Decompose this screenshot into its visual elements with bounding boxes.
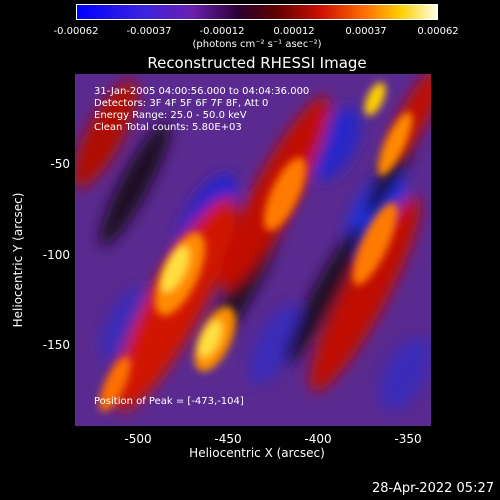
rhessi-image [75, 74, 431, 426]
colorbar-tick-label: 0.00062 [417, 26, 459, 37]
colorbar-tick-label: -0.00062 [53, 26, 99, 37]
colorbar-tick-label: -0.00037 [126, 26, 172, 37]
colorbar-tick-label: 0.00037 [345, 26, 387, 37]
image-title: Reconstructed RHESSI Image [147, 54, 367, 72]
colorbar-unit: (photons cm⁻² s⁻¹ asec⁻²) [192, 39, 322, 50]
y-tick-label: -150 [42, 338, 70, 352]
x-tick-label: -500 [124, 432, 152, 446]
colorbar-tick-label: -0.00012 [199, 26, 245, 37]
colorbar [76, 4, 438, 20]
peak-position-annotation: Position of Peak = [-473,-104] [94, 396, 244, 407]
colorbar-tick-label: 0.00012 [273, 26, 315, 37]
energy-range-annotation: Energy Range: 25.0 - 50.0 keV [94, 110, 247, 121]
x-tick-label: -450 [214, 432, 242, 446]
y-tick-label: -50 [50, 157, 70, 171]
x-axis-label: Heliocentric X (arcsec) [189, 446, 325, 460]
x-tick-label: -350 [394, 432, 422, 446]
generation-date: 28-Apr-2022 05:27 [372, 481, 494, 496]
detectors-annotation: Detectors: 3F 4F 5F 6F 7F 8F, Att 0 [94, 98, 269, 109]
clean-counts-annotation: Clean Total counts: 5.80E+03 [94, 122, 242, 133]
time-range-annotation: 31-Jan-2005 04:00:56.000 to 04:04:36.000 [94, 86, 310, 97]
y-tick-label: -100 [42, 248, 70, 262]
x-tick-label: -400 [304, 432, 332, 446]
y-axis-label: Heliocentric Y (arcsec) [11, 192, 25, 328]
